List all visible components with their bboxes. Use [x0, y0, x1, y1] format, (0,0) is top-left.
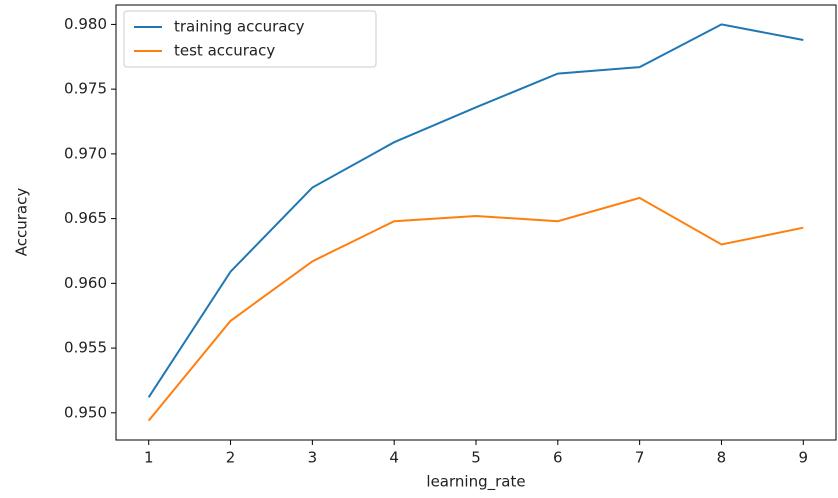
y-tick-label: 0.965 — [64, 209, 107, 227]
legend-box — [123, 10, 377, 68]
y-tick-label: 0.970 — [64, 144, 107, 162]
x-tick-label: 4 — [389, 449, 399, 467]
legend-label: training accuracy — [174, 18, 305, 36]
x-axis-label: learning_rate — [426, 473, 525, 492]
x-tick-label: 1 — [144, 449, 154, 467]
x-tick-label: 7 — [635, 449, 645, 467]
legend-label: test accuracy — [174, 42, 275, 60]
x-tick-label: 9 — [798, 449, 808, 467]
x-tick-label: 6 — [553, 449, 563, 467]
y-tick-label: 0.975 — [64, 80, 107, 98]
y-tick-label: 0.955 — [64, 339, 107, 357]
x-tick-label: 3 — [308, 449, 318, 467]
x-tick-label: 8 — [717, 449, 727, 467]
y-tick-label: 0.980 — [64, 15, 107, 33]
line-series — [147, 23, 804, 398]
x-tick-label: 5 — [471, 449, 481, 467]
y-tick-label: 0.950 — [64, 403, 107, 421]
line-series — [147, 196, 804, 422]
y-axis-label: Accuracy — [13, 188, 31, 257]
y-tick-label: 0.960 — [64, 274, 107, 292]
x-tick-label: 2 — [226, 449, 236, 467]
plot-frame — [115, 4, 837, 441]
